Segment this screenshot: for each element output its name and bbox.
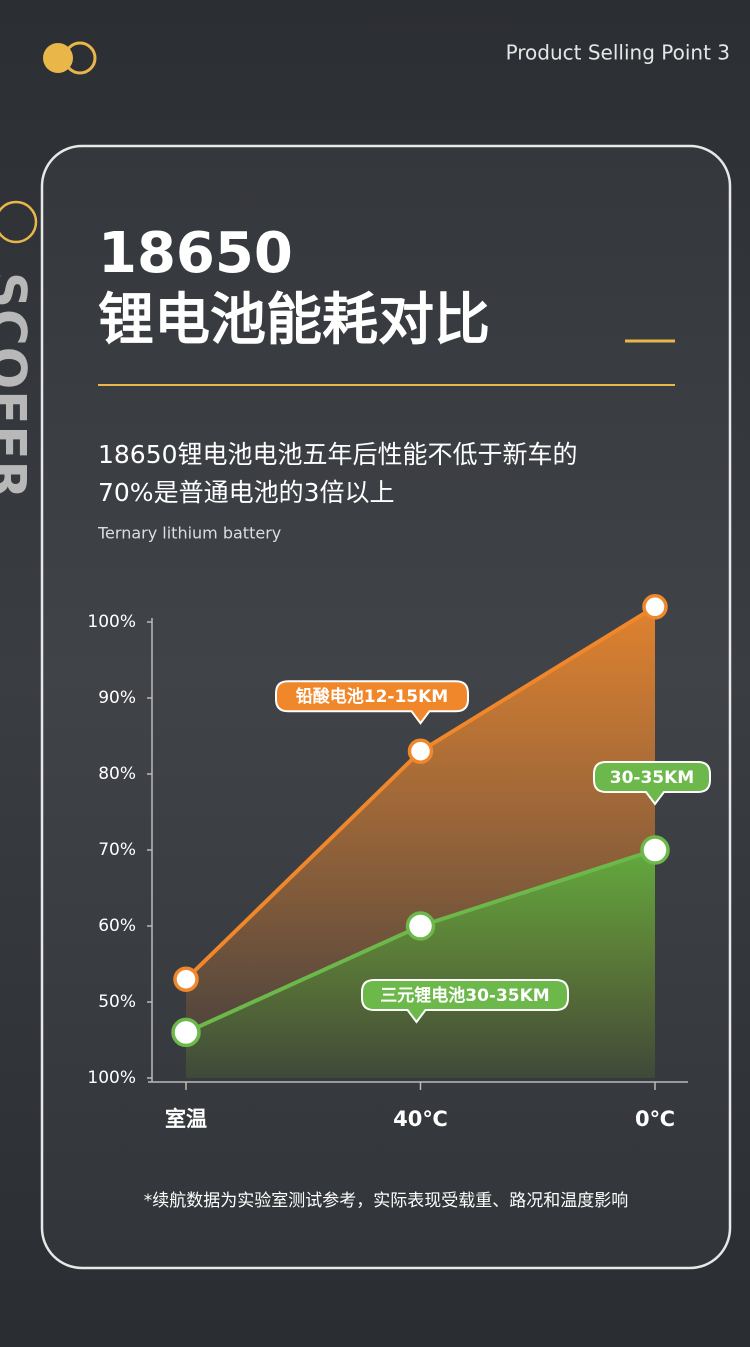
subtitle: 18650锂电池电池五年后性能不低于新车的 [98,440,578,469]
subtitle: 70%是普通电池的3倍以上 [98,478,394,507]
y-tick-label: 60% [98,916,136,936]
point [171,1017,201,1048]
title: 18650 [98,221,293,286]
caption: Ternary lithium battery [97,524,281,543]
point [640,835,670,865]
tag: Product Selling Point 3 [506,41,730,65]
brand: SCOFER [0,272,37,500]
callout [593,761,711,806]
x-tick-label: 40℃ [393,1107,448,1131]
footnote: *续航数据为实验室测试参考，实际表现受载重、路况和温度影响 [144,1191,629,1211]
x-tick-label: 0℃ [635,1107,675,1131]
y-tick-label: 90% [98,688,136,708]
point [173,966,199,992]
y-tick-label: 100% [87,1068,136,1088]
callout-label: 30-35KM [610,768,694,788]
x-tick-label: 室温 [165,1107,207,1131]
point [642,594,668,620]
title: 锂电池能耗对比 [98,288,490,353]
point [405,911,436,941]
y-tick-label: 100% [87,612,136,632]
callout-label: 三元锂电池30-35KM [380,985,549,1006]
callout [361,979,569,1024]
decor-circle [0,200,38,244]
y-tick-label: 80% [98,764,136,784]
area [186,850,655,1078]
callout [275,680,469,725]
card [40,144,732,1270]
point [407,738,434,764]
callout-label: 铅酸电池12-15KM [296,686,448,707]
y-tick-label: 50% [98,992,136,1012]
y-tick-label: 70% [98,840,136,860]
logo [63,41,97,75]
